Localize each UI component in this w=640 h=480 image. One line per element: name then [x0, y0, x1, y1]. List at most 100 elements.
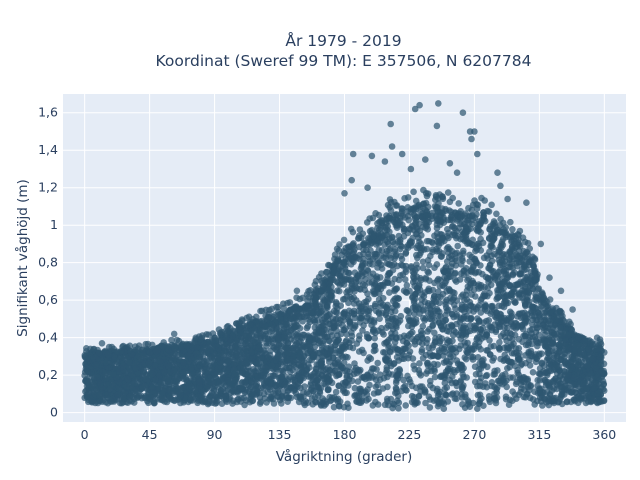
data-point	[411, 338, 419, 345]
data-point	[551, 358, 558, 365]
data-point	[266, 395, 274, 403]
data-point	[405, 309, 413, 316]
data-point	[585, 392, 592, 399]
data-point	[438, 253, 445, 260]
data-point	[473, 334, 481, 342]
data-point	[449, 260, 456, 267]
data-point	[486, 351, 494, 358]
data-point	[398, 255, 406, 263]
data-point	[448, 252, 455, 259]
data-point	[436, 276, 444, 284]
data-point	[365, 250, 372, 258]
data-point	[315, 329, 323, 337]
data-point	[462, 393, 469, 401]
data-point	[363, 391, 371, 398]
data-point	[140, 367, 148, 374]
data-point	[567, 353, 574, 360]
data-point	[386, 270, 393, 278]
data-point	[345, 269, 352, 277]
data-point	[315, 339, 323, 347]
data-point	[103, 381, 110, 388]
data-point	[597, 361, 605, 369]
data-point	[391, 359, 398, 367]
data-point	[393, 324, 400, 331]
data-point	[559, 332, 567, 339]
data-point	[323, 326, 330, 334]
data-point	[546, 384, 554, 391]
data-point	[328, 332, 336, 339]
data-point	[503, 337, 510, 345]
data-point	[531, 388, 538, 396]
data-point	[475, 317, 483, 325]
data-point	[470, 326, 478, 334]
data-point	[416, 360, 423, 367]
data-point	[411, 310, 418, 318]
data-point	[404, 372, 411, 380]
data-point	[376, 371, 384, 379]
data-point	[293, 346, 300, 353]
data-point	[388, 234, 396, 241]
data-point	[431, 307, 439, 315]
data-point	[490, 395, 498, 402]
data-point	[561, 382, 569, 390]
data-point	[436, 373, 444, 381]
data-point	[300, 331, 308, 339]
data-point	[511, 362, 519, 370]
data-point	[353, 297, 360, 304]
data-point	[393, 377, 400, 384]
data-point	[392, 384, 400, 392]
data-point	[351, 269, 359, 277]
data-point	[459, 384, 466, 392]
data-point	[515, 355, 523, 363]
data-point	[341, 308, 349, 316]
data-point	[330, 403, 338, 411]
scatter-points	[81, 100, 608, 413]
data-point	[326, 378, 333, 385]
data-point	[413, 244, 421, 252]
data-point	[566, 345, 574, 352]
data-point	[342, 378, 349, 386]
data-point	[494, 367, 501, 374]
data-point	[439, 398, 446, 405]
data-point	[516, 294, 523, 301]
data-point	[402, 262, 410, 270]
data-point	[467, 302, 474, 309]
data-point	[419, 264, 427, 272]
data-point	[541, 369, 549, 377]
data-point	[463, 374, 471, 381]
data-point	[370, 326, 378, 333]
data-point	[395, 405, 402, 412]
data-point	[431, 373, 439, 381]
data-point	[508, 341, 515, 349]
data-point	[454, 242, 462, 250]
data-point	[565, 371, 572, 379]
data-point	[343, 389, 350, 397]
data-point	[442, 358, 450, 365]
data-point	[383, 364, 391, 371]
data-point	[336, 287, 343, 295]
data-point	[310, 370, 318, 377]
data-point	[476, 397, 484, 405]
data-point	[384, 383, 391, 391]
data-point	[118, 399, 126, 407]
data-point	[347, 261, 355, 268]
data-point	[279, 388, 287, 396]
data-point	[457, 342, 465, 349]
data-point	[351, 314, 359, 322]
data-point	[447, 267, 455, 275]
data-point	[196, 396, 203, 403]
data-point	[319, 319, 327, 327]
data-point	[317, 359, 325, 367]
data-point	[485, 264, 492, 272]
data-point	[412, 291, 420, 298]
data-point	[104, 399, 112, 407]
data-point	[443, 384, 451, 391]
data-point	[483, 331, 490, 339]
data-point	[526, 362, 534, 369]
data-point	[343, 289, 350, 296]
data-point	[540, 313, 548, 320]
data-point	[501, 356, 509, 364]
data-point	[429, 286, 437, 294]
data-point	[285, 339, 292, 347]
data-point	[494, 377, 502, 385]
